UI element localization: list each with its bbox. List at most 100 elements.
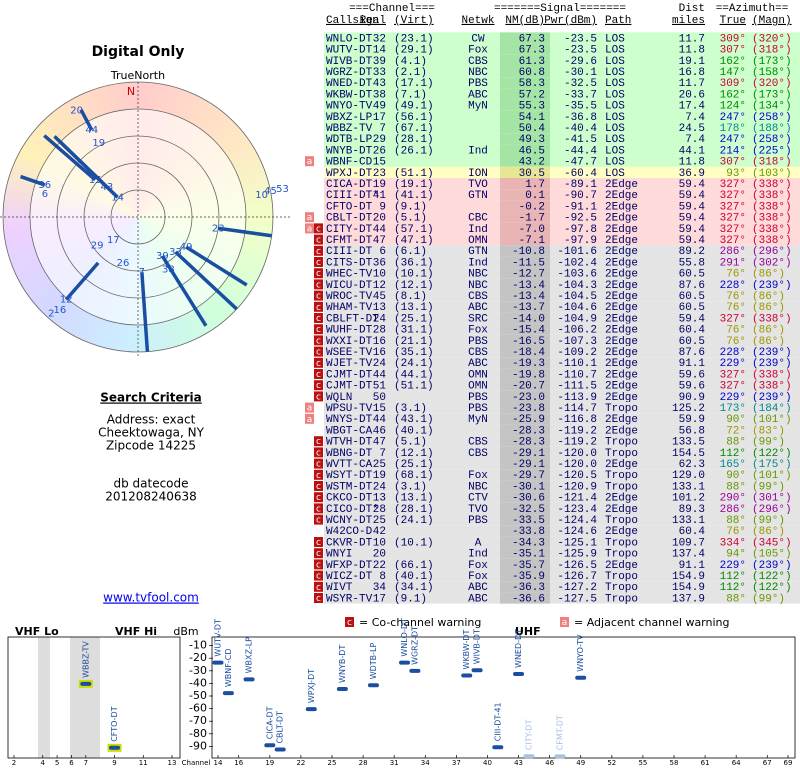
table-cell: -33.7 [564,89,597,101]
table-cell: 47 [373,437,386,449]
table-cell: 0.1 [525,190,545,202]
table-cell: 11.8 [679,45,705,57]
table-cell: 87.6 [679,280,705,292]
x-tick-label: 67 [763,759,772,767]
table-cell: 60.4 [679,325,706,337]
marker-label: WNED-DT [514,629,523,668]
marker-label: CBLT-DT [276,711,285,744]
table-cell: (105°) [752,549,792,561]
table-cell: 327° [720,235,746,247]
table-cell: -124.6 [557,526,597,538]
table-cell: 162° [720,56,746,68]
table-cell: 20 [373,213,386,225]
table-cell: 229° [720,392,746,404]
table-cell: 47 [373,235,386,247]
table-cell: Tropo [605,470,638,482]
signal-spoke [79,108,94,131]
nm-cell-background [500,278,550,290]
table-cell: 91.1 [679,560,706,572]
table-cell: (28.1) [394,134,434,146]
warning-letter: a [307,157,313,167]
table-cell: 129.0 [672,470,705,482]
table-cell: (43.1) [394,414,434,426]
north-marker: N [127,85,135,98]
table-cell: 61.3 [519,56,545,68]
table-cell: Ind [468,549,488,561]
table-cell: 55.8 [679,257,705,269]
table-cell: 24 [373,313,387,325]
search-title: Search Criteria [100,391,201,405]
x-tick-label: 5 [55,759,59,767]
signal-spoke [217,226,272,238]
table-cell: -111.5 [557,381,597,393]
table-cell: 90° [726,414,746,426]
table-cell: WSYR-TV [326,593,373,605]
table-cell: 57.2 [519,89,545,101]
table-cell: (40.1) [394,425,434,437]
table-cell: -7.0 [519,224,545,236]
table-cell: 165° [720,459,746,471]
table-cell: (86°) [752,269,785,281]
signal-marker [523,754,535,759]
table-cell: WPXJ-DT [326,168,373,180]
warning-icon [314,537,323,547]
table-group-header: Dist [679,3,705,15]
table-cell: 133.1 [672,515,705,527]
table-cell: -97.9 [564,235,597,247]
warning-letter: c [316,370,321,380]
table-cell: 327° [720,213,746,225]
table-cell: WUTV-DT [326,45,373,57]
table-cell: (320°) [752,33,792,45]
table-cell: 67.3 [519,45,545,57]
table-cell: -29.1 [512,459,545,471]
table-cell: -89.1 [564,179,597,191]
table-cell: 56.8 [679,425,705,437]
table-cell: 15 [373,157,386,169]
table-cell: 327° [720,201,746,213]
x-tick-label: 19 [265,759,274,767]
row-background [324,413,800,425]
table-cell: -19.3 [512,358,545,370]
table-cell: 2Edge [605,560,638,572]
table-cell: 2Edge [605,336,638,348]
table-cell: (4.1) [394,56,427,68]
table-cell: -35.5 [564,101,597,113]
table-cell: 23 [373,168,386,180]
y-tick-label: -20 [189,651,207,664]
table-cell: (101°) [752,470,792,482]
table-cell: (239°) [752,560,792,572]
table-cell: (17.1) [394,78,434,90]
table-cell: 16.8 [679,67,705,79]
table-cell: 36 [373,257,386,269]
nm-cell-background [500,245,550,257]
table-cell: 214° [720,145,746,157]
marker-label: WBNF-CD [224,648,233,687]
table-cell: 72° [726,425,746,437]
table-cell: (2.1) [394,67,427,79]
x-tick-label: 43 [514,759,523,767]
warning-icon [314,257,323,267]
table-cell: -16.5 [512,336,545,348]
warning-letter: c [316,314,321,324]
table-cell: -107.3 [557,336,597,348]
table-cell: PBS [468,78,488,90]
table-cell: WUHF-DT [326,325,373,337]
nm-cell-background [500,413,550,425]
row-background [324,77,800,89]
table-cell: (101°) [752,414,792,426]
table-cell: WJET-TV [326,358,373,370]
table-cell: WVTT-CA [326,459,373,471]
table-cell: 133.1 [672,481,705,493]
table-cell: (19.1) [394,179,434,191]
table-cell: -104.3 [557,280,597,292]
spoke-label: 26 [117,258,130,269]
table-cell: 154.9 [672,582,705,594]
table-cell: (13.1) [394,302,434,314]
nm-cell-background [500,379,550,391]
site-link[interactable]: www.tvfool.com [103,591,199,605]
table-cell: 28 [373,325,386,337]
signal-spoke [185,245,248,287]
db-value: 201208240638 [105,490,197,504]
table-cell: (188°) [752,123,792,135]
spoke-label: 10 [255,190,268,201]
